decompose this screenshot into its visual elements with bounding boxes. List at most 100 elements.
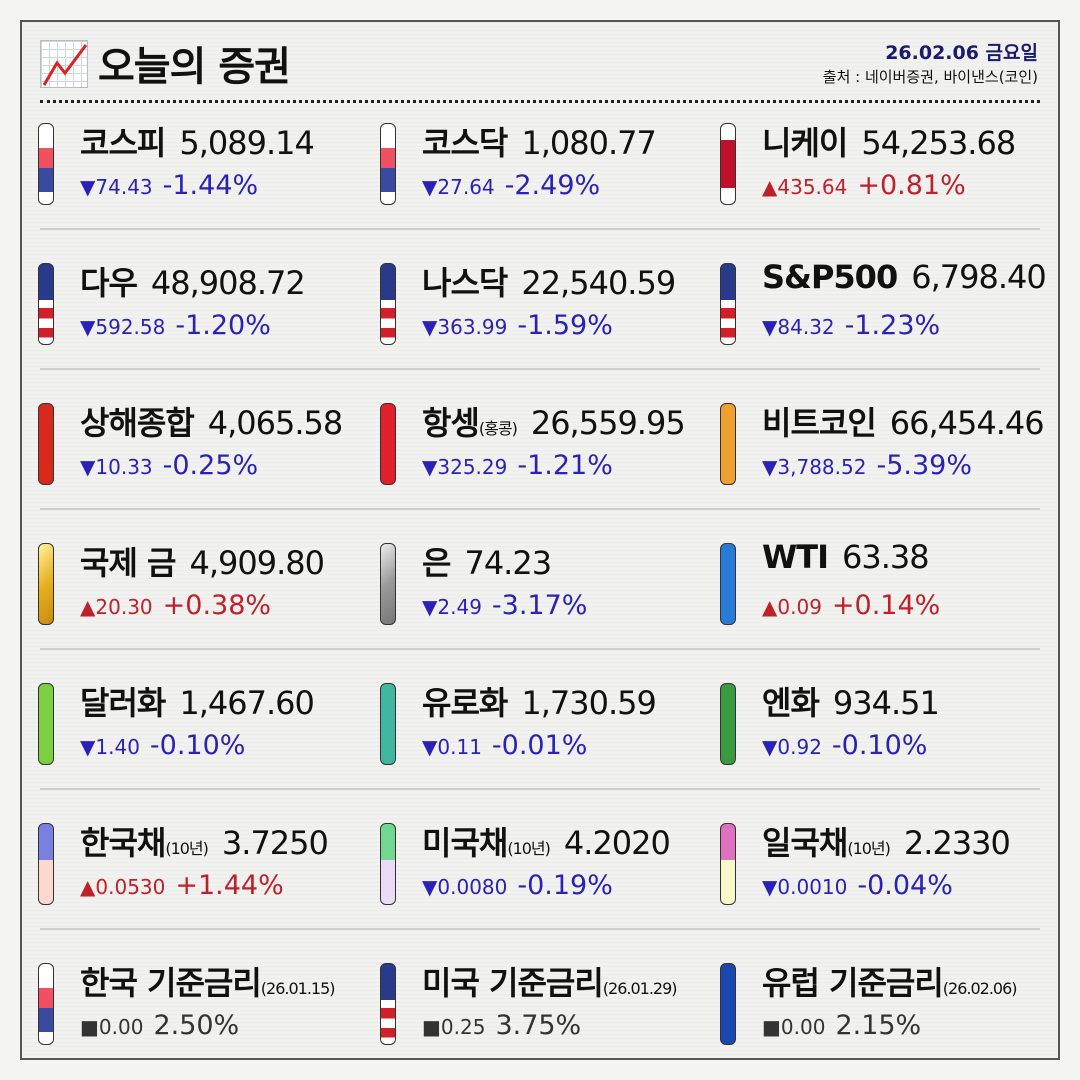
market-item: 코스피 5,089.14 ▼74.43 -1.44% — [38, 118, 378, 238]
item-percent: -0.04% — [857, 870, 953, 901]
item-change: ▼0.0080 — [422, 875, 508, 899]
market-item: 한국 기준금리(26.01.15) ■0.00 2.50% — [38, 958, 378, 1078]
item-sub: (26.02.06) — [942, 979, 1018, 998]
item-name: 엔화 — [762, 684, 820, 722]
item-change-row: ▼0.11 -0.01% — [422, 730, 587, 761]
korea-flag-icon — [38, 963, 54, 1045]
item-percent: -0.10% — [149, 730, 246, 761]
item-value: 26,559.95 — [530, 404, 686, 442]
item-value: 3.7250 — [221, 824, 329, 862]
item-name: 상해종합 — [80, 404, 195, 442]
item-change: ▲20.30 — [80, 595, 153, 619]
item-title: 미국채(10년) 4.2020 — [422, 818, 671, 864]
item-change: ▼0.0010 — [762, 875, 848, 899]
card-frame — [20, 20, 1060, 1060]
item-change-row: ▼74.43 -1.44% — [80, 170, 258, 201]
item-value: 6,798.40 — [911, 258, 1046, 296]
market-item: 니케이 54,253.68 ▲435.64 +0.81% — [720, 118, 1060, 238]
source-label: 출처 : 네이버증권, 바이낸스(코인) — [822, 68, 1038, 86]
market-item: 미국채(10년) 4.2020 ▼0.0080 -0.19% — [380, 818, 720, 938]
item-percent: 2.50% — [153, 1010, 240, 1041]
item-value: 66,454.46 — [889, 404, 1045, 442]
market-item: 달러화 1,467.60 ▼1.40 -0.10% — [38, 678, 378, 798]
item-name: 다우 — [80, 264, 138, 302]
item-sub: (10년) — [165, 839, 209, 858]
item-title: S&P500 6,798.40 — [762, 258, 1047, 296]
item-title: 유로화 1,730.59 — [422, 678, 657, 724]
hongkong-flag-icon — [380, 403, 396, 485]
item-name: 달러화 — [80, 684, 166, 722]
item-percent: -1.44% — [162, 170, 259, 201]
market-item: 국제 금 4,909.80 ▲20.30 +0.38% — [38, 538, 378, 658]
item-name: 미국채 — [422, 824, 508, 862]
oil-drop-icon — [720, 543, 736, 625]
silver-icon — [380, 543, 396, 625]
market-item: 항셍(홍콩) 26,559.95 ▼325.29 -1.21% — [380, 398, 720, 518]
item-change-row: ▼27.64 -2.49% — [422, 170, 600, 201]
gold-icon — [38, 543, 54, 625]
row-divider — [40, 648, 1040, 650]
item-percent: -0.10% — [831, 730, 928, 761]
market-item: 다우 48,908.72 ▼592.58 -1.20% — [38, 258, 378, 378]
item-change: ▼84.32 — [762, 315, 835, 339]
market-item: 일국채(10년) 2.2330 ▼0.0010 -0.04% — [720, 818, 1060, 938]
item-percent: -0.19% — [517, 870, 613, 901]
item-percent: 2.15% — [835, 1010, 922, 1041]
item-change: ▼74.43 — [80, 175, 153, 199]
item-title: 코스피 5,089.14 — [80, 118, 315, 164]
item-change: ▼2.49 — [422, 595, 482, 619]
item-title: 일국채(10년) 2.2330 — [762, 818, 1011, 864]
item-value: 54,253.68 — [861, 124, 1016, 162]
item-value: 4,909.80 — [189, 544, 324, 582]
item-change: ▼0.11 — [422, 735, 482, 759]
item-title: 상해종합 4,065.58 — [80, 398, 343, 444]
item-change: ▲0.09 — [762, 595, 822, 619]
item-percent: +1.44% — [175, 870, 284, 901]
item-sub: (10년) — [847, 839, 891, 858]
item-change-row: ▼3,788.52 -5.39% — [762, 450, 972, 481]
item-value: 63.38 — [842, 538, 930, 576]
item-name: 한국채 — [80, 824, 166, 862]
item-name: 코스피 — [80, 124, 166, 162]
item-change: ▼0.92 — [762, 735, 822, 759]
item-percent: -1.20% — [175, 310, 271, 341]
item-percent: -1.21% — [517, 450, 613, 481]
item-change-row: ▲0.09 +0.14% — [762, 590, 940, 621]
us-flag-icon — [720, 263, 736, 345]
item-name: 일국채 — [762, 824, 848, 862]
dollar-bill-icon — [38, 683, 54, 765]
item-percent: -0.25% — [162, 450, 259, 481]
item-value: 74.23 — [464, 544, 552, 582]
item-value: 5,089.14 — [179, 124, 314, 162]
item-name: 항셍 — [422, 404, 480, 442]
item-change: ▼27.64 — [422, 175, 495, 199]
item-sub: (26.01.15) — [260, 979, 336, 998]
item-change-row: ■0.00 2.50% — [80, 1010, 239, 1041]
item-change-row: ▼10.33 -0.25% — [80, 450, 258, 481]
us-flag-icon — [380, 263, 396, 345]
item-name: 유로화 — [422, 684, 508, 722]
item-change: ▼325.29 — [422, 455, 508, 479]
item-title: 다우 48,908.72 — [80, 258, 306, 304]
item-percent: -0.01% — [491, 730, 588, 761]
item-value: 4.2020 — [563, 824, 671, 862]
eu-flag-icon — [720, 963, 736, 1045]
item-title: 은 74.23 — [422, 538, 552, 584]
item-title: 항셍(홍콩) 26,559.95 — [422, 398, 686, 444]
item-title: 국제 금 4,909.80 — [80, 538, 325, 584]
item-change-row: ■0.00 2.15% — [762, 1010, 921, 1041]
bitcoin-icon — [720, 403, 736, 485]
market-item: 은 74.23 ▼2.49 -3.17% — [380, 538, 720, 658]
item-change: ■0.25 — [422, 1015, 486, 1039]
market-item: 코스닥 1,080.77 ▼27.64 -2.49% — [380, 118, 720, 238]
item-name: 국제 금 — [80, 544, 176, 582]
item-percent: -1.23% — [844, 310, 941, 341]
market-item: 한국채(10년) 3.7250 ▲0.0530 +1.44% — [38, 818, 378, 938]
item-name: 은 — [422, 544, 451, 582]
item-name: 나스닥 — [422, 264, 508, 302]
item-change-row: ▼0.0010 -0.04% — [762, 870, 953, 901]
item-value: 1,080.77 — [521, 124, 656, 162]
item-sub: (26.01.29) — [602, 979, 678, 998]
item-title: 미국 기준금리(26.01.29) — [422, 958, 691, 1004]
item-change-row: ▼84.32 -1.23% — [762, 310, 940, 341]
